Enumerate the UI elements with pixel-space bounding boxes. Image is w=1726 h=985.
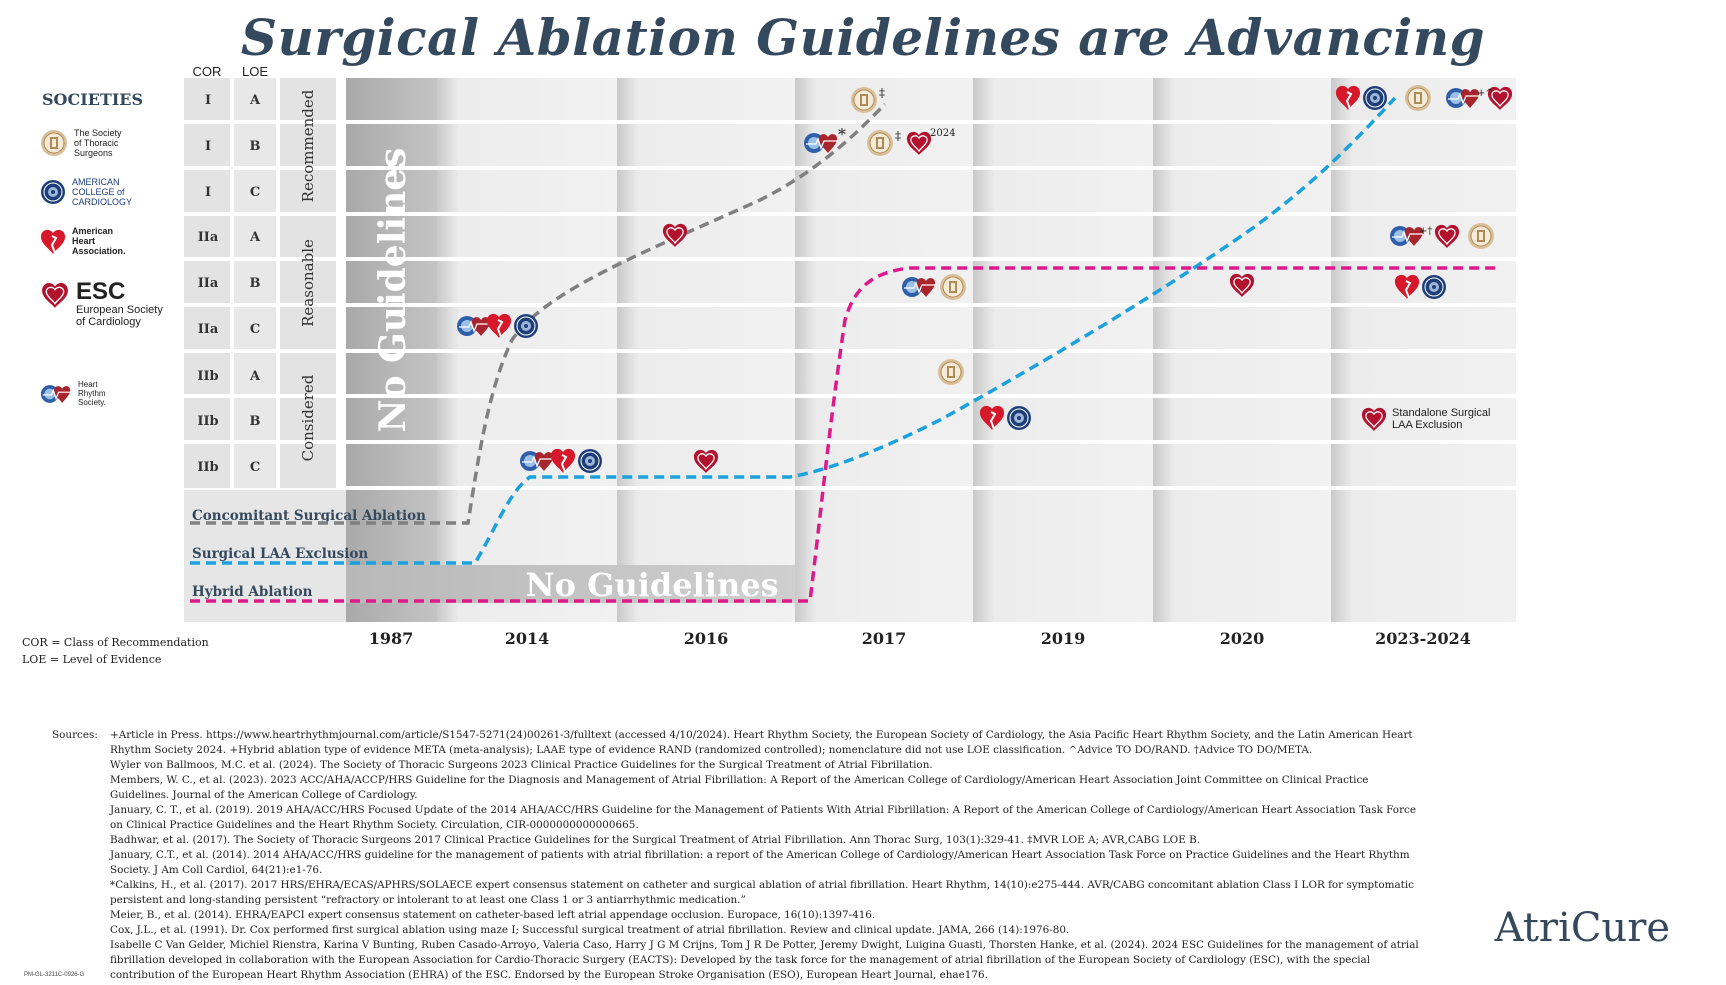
year-label: 1987 [369, 629, 414, 648]
source-item: Meier, B., et al. (2014). EHRA/EAPCI exp… [110, 909, 876, 921]
row-loe: A [249, 369, 261, 384]
year-label: 2017 [862, 629, 907, 648]
source-item: Isabelle C Van Gelder, Michiel Rienstra,… [110, 939, 1419, 981]
row-cor: IIa [198, 230, 219, 245]
sts-icon [939, 273, 967, 301]
aha-legend: American Heart Association. [40, 226, 128, 256]
societies-heading: SOCIETIES [42, 90, 144, 109]
source-item: Members, W. C., et al. (2023). 2023 ACC/… [110, 774, 1369, 801]
row-cor: IIa [198, 276, 219, 291]
dagger-mark: ‡ [895, 129, 901, 143]
acc-icon [1362, 85, 1388, 111]
sts-name: The Society of Thoracic Surgeons [74, 128, 122, 158]
hrs-icon [40, 384, 72, 403]
dagger-mark: ‡ [879, 86, 885, 100]
row-cor: IIb [197, 414, 218, 429]
year-label: 2016 [684, 629, 729, 648]
line-label-hybrid: Hybrid Ablation [192, 584, 313, 600]
row-cor: IIb [197, 369, 218, 384]
line-label-concomitant: Concomitant Surgical Ablation [192, 508, 426, 524]
row-loe: C [250, 185, 260, 200]
source-item: January, C. T., et al. (2019). 2019 AHA/… [110, 804, 1416, 831]
row-cor: IIb [197, 460, 218, 475]
row-loe: C [250, 460, 260, 475]
source-item: +Article in Press. https://www.heartrhyt… [110, 729, 1413, 756]
row-loe: A [249, 230, 261, 245]
acc-name: AMERICAN COLLEGE of CARDIOLOGY [72, 177, 133, 207]
no-guidelines-horizontal: No Guidelines [525, 566, 778, 604]
sts-icon [866, 129, 894, 157]
no-guidelines-vertical: No Guidelines [372, 148, 414, 433]
group-considered: Considered [299, 374, 317, 461]
atricure-logo: AtriCure [1494, 905, 1670, 951]
aha-icon [40, 229, 66, 254]
acc-icon [513, 313, 539, 339]
acc-icon [1006, 405, 1032, 431]
group-recommended: Recommended [299, 89, 317, 202]
esc-legend: ESC European Society of Cardiology [40, 280, 172, 328]
row-loe: A [249, 93, 261, 108]
row-cor: I [205, 185, 211, 200]
concomitant-ablation-line [190, 102, 887, 525]
sts-icon [850, 86, 878, 114]
sts-icon [1467, 222, 1495, 250]
standalone-note-line2: LAA Exclusion [1392, 419, 1462, 431]
hrs-legend: Heart Rhythm Society. [40, 380, 118, 407]
row-loe: B [250, 276, 261, 291]
esc-abbr: ESC [76, 278, 126, 305]
sources-label: Sources: [52, 729, 98, 741]
row-loe: B [250, 414, 261, 429]
aha-name: American Heart Association. [72, 226, 126, 256]
source-item: Cox, J.L., et al. (1991). Dr. Cox perfor… [110, 924, 1070, 936]
acc-icon [41, 180, 65, 204]
source-item: *Calkins, H., et al. (2017). 2017 HRS/EH… [110, 879, 1414, 906]
source-item: Badhwar, et al. (2017). The Society of T… [110, 834, 1201, 846]
year-label: 2014 [505, 629, 550, 648]
row-cor: I [205, 93, 211, 108]
row-cor: I [205, 139, 211, 154]
acc-icon [1421, 274, 1447, 300]
group-reasonable: Reasonable [299, 239, 317, 327]
esc-icon [42, 283, 68, 308]
source-item: Wyler von Ballmoos, M.C. et al. (2024). … [110, 759, 933, 771]
line-label-laa: Surgical LAA Exclusion [192, 546, 368, 562]
esc-name: European Society of Cardiology [76, 304, 163, 328]
acc-icon [577, 448, 603, 474]
year-label: 2023-2024 [1375, 629, 1471, 648]
row-separators [184, 120, 1516, 490]
row-cor: IIa [198, 322, 219, 337]
cor-legend-note: COR = Class of Recommendation [22, 636, 209, 649]
source-item: January, C.T., et al. (2014). 2014 AHA/A… [110, 849, 1410, 876]
hybrid-no-guidelines-band [346, 565, 795, 603]
laa-exclusion-line [190, 96, 1397, 565]
row-loe: C [250, 322, 260, 337]
sts-icon [937, 358, 965, 386]
plus-caret-mark: +^ [1477, 88, 1494, 99]
row-loe: B [250, 139, 261, 154]
hrs-name: Heart Rhythm Society. [78, 380, 106, 407]
sts-icon [41, 130, 67, 156]
acc-legend: AMERICAN COLLEGE of CARDIOLOGY [40, 177, 142, 207]
loe-header: LOE [242, 64, 268, 79]
sts-legend: The Society of Thoracic Surgeons [40, 128, 130, 158]
asterisk-mark: * [838, 125, 846, 144]
sts-icon [1404, 84, 1432, 112]
year-label: 2019 [1041, 629, 1086, 648]
plus-dagger-mark: +† [1419, 226, 1432, 237]
standalone-note: Standalone Surgical LAA Exclusion [1392, 407, 1490, 431]
pm-code: PM-GL-3211C-0926-G [24, 972, 85, 978]
page-title: Surgical Ablation Guidelines are Advanci… [240, 8, 1486, 67]
hybrid-ablation-line [190, 266, 1496, 603]
cor-header: COR [193, 64, 222, 79]
year-2024-mark: 2024 [930, 128, 955, 139]
year-label: 2020 [1220, 629, 1265, 648]
loe-legend-note: LOE = Level of Evidence [22, 653, 162, 666]
